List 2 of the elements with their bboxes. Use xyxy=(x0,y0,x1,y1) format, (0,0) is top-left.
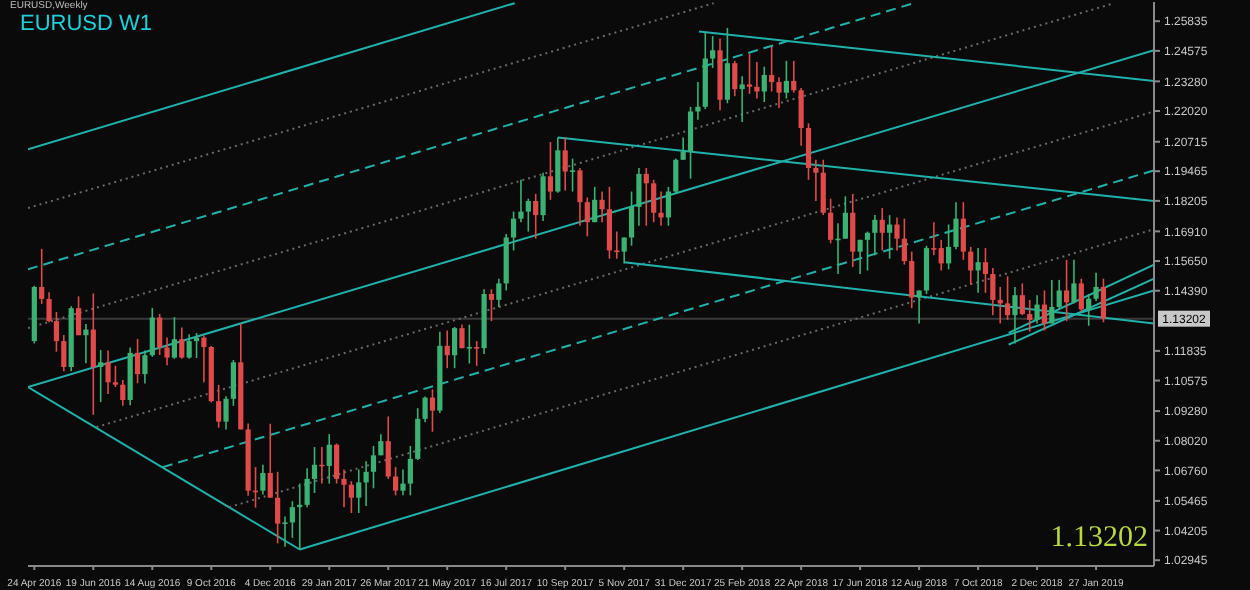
text: EURUSD W1 xyxy=(20,12,153,36)
text: 1.13202 xyxy=(1050,522,1148,554)
